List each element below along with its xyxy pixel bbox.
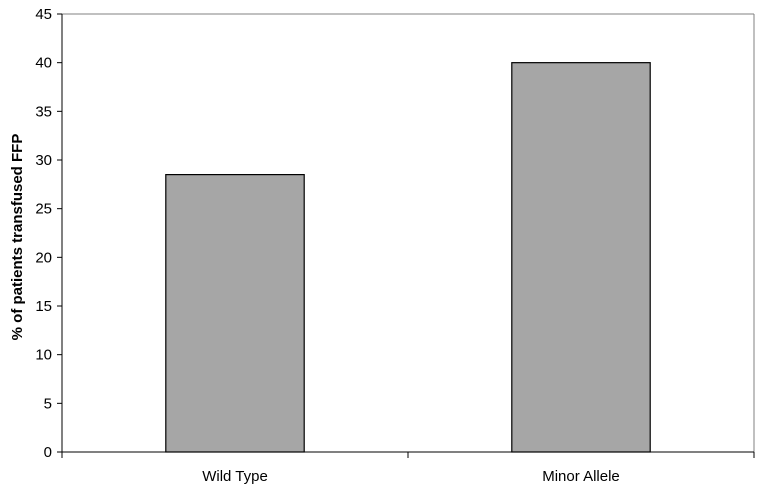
y-tick-label: 10 <box>35 347 52 364</box>
bar <box>511 62 651 453</box>
x-tick-label: Wild Type <box>202 468 268 485</box>
y-tick-label: 15 <box>35 298 52 315</box>
y-axis-title: % of patients transfused FFP <box>9 134 26 341</box>
y-tick-label: 35 <box>35 103 52 120</box>
y-tick-label: 20 <box>35 249 52 266</box>
y-tick-label: 40 <box>35 55 52 72</box>
x-tick-label: Minor Allele <box>542 468 620 485</box>
y-tick-label: 45 <box>35 6 52 23</box>
bar <box>165 174 305 453</box>
y-tick-label: 0 <box>44 444 52 461</box>
y-tick-label: 25 <box>35 201 52 218</box>
y-tick-label: 30 <box>35 152 52 169</box>
y-tick-label: 5 <box>44 395 52 412</box>
